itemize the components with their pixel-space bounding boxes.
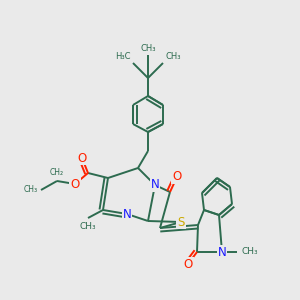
Text: S: S xyxy=(177,215,185,229)
Text: CH₂: CH₂ xyxy=(50,168,64,177)
Text: O: O xyxy=(172,170,182,184)
Text: N: N xyxy=(218,245,226,259)
Text: CH₃: CH₃ xyxy=(165,52,181,61)
Text: CH₃: CH₃ xyxy=(80,222,96,231)
Text: O: O xyxy=(77,152,87,164)
Text: CH₃: CH₃ xyxy=(241,248,258,256)
Text: N: N xyxy=(151,178,159,191)
Text: O: O xyxy=(70,178,80,190)
Text: CH₃: CH₃ xyxy=(24,185,38,194)
Text: H₃C: H₃C xyxy=(116,52,131,61)
Text: CH₃: CH₃ xyxy=(140,44,156,53)
Text: N: N xyxy=(123,208,131,220)
Text: O: O xyxy=(183,257,193,271)
